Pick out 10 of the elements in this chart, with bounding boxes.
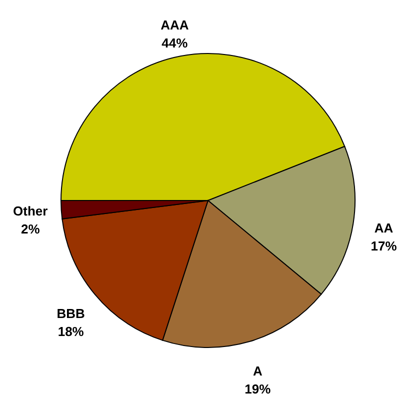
data-label: 44%	[162, 36, 188, 51]
data-label: 18%	[58, 324, 84, 339]
slice-label: AA	[374, 220, 394, 236]
data-label: 19%	[244, 381, 272, 396]
slice-label: A	[252, 363, 263, 378]
data-label: 17%	[370, 238, 398, 254]
slice-label: AAA	[160, 18, 190, 33]
slice-label: Other	[13, 204, 48, 219]
slice-label: BBB	[56, 306, 85, 321]
data-label: 2%	[20, 222, 40, 237]
